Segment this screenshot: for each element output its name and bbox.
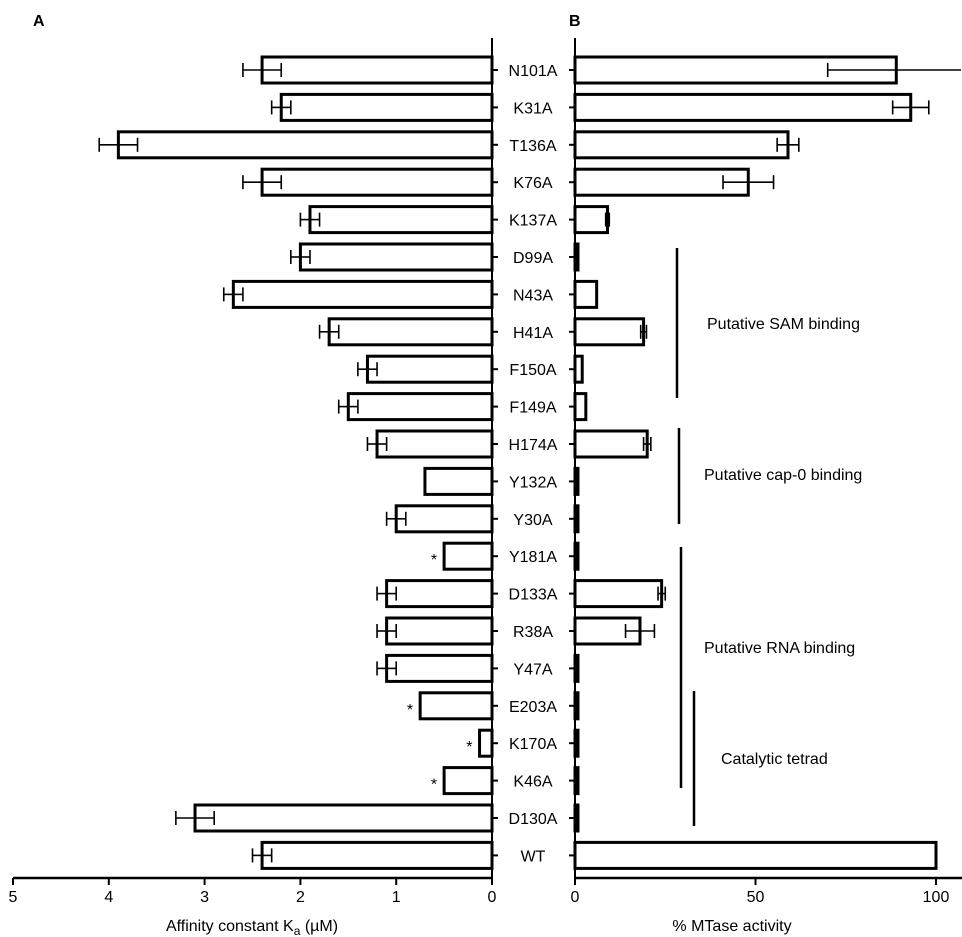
panel-b-bar xyxy=(573,205,609,235)
category-label: Y181A xyxy=(509,549,557,566)
panel-a-bar xyxy=(260,167,494,197)
panel-a-bar xyxy=(365,354,494,384)
category-label: F149A xyxy=(509,400,556,417)
panel-a-bar xyxy=(298,242,494,272)
panel-a-bar xyxy=(279,92,494,122)
panel-b-bar xyxy=(573,354,584,384)
panel-b-bar xyxy=(573,317,646,347)
panel-a-bar xyxy=(308,205,494,235)
category-label: K31A xyxy=(513,100,552,117)
panel-a-x-axis-label: Affinity constant Ka (µM) xyxy=(166,918,338,937)
panel-b-x-tick-label: 50 xyxy=(747,889,765,906)
panel-b-letter: B xyxy=(569,13,581,30)
panel-a-bar xyxy=(260,55,494,85)
category-label: WT xyxy=(521,848,546,865)
panel-a-significance-star: * xyxy=(407,702,413,719)
panel-b-plot: 0 50 100 Putative SAM binding Putative cap-0… xyxy=(569,38,962,906)
panel-b-bar xyxy=(573,167,750,197)
panel-a-bar xyxy=(385,616,494,646)
panel-a-letter: A xyxy=(33,13,45,30)
category-labels: N101A K31A T136A K76A K137A D99A N43A H41A F150A… xyxy=(509,63,558,865)
category-label: H41A xyxy=(513,325,553,342)
panel-a-bar xyxy=(375,429,494,459)
category-label: N43A xyxy=(513,287,553,304)
category-label: K76A xyxy=(513,175,552,192)
category-label: N101A xyxy=(509,63,558,80)
category-label: Y132A xyxy=(509,474,557,491)
panel-b-bar xyxy=(573,279,599,309)
category-label: D99A xyxy=(513,250,553,267)
panel-a-x-tick-label: 4 xyxy=(104,889,113,906)
category-label: K170A xyxy=(509,736,557,753)
category-label: E203A xyxy=(509,699,557,716)
panel-b-bar xyxy=(573,840,938,870)
panel-a-x-tick-label: 3 xyxy=(200,889,209,906)
panel-b-bar xyxy=(573,92,913,122)
panel-a-bar xyxy=(260,840,494,870)
category-label: T136A xyxy=(509,138,556,155)
panel-a-bar xyxy=(385,579,494,609)
panel-a-bar xyxy=(385,653,494,683)
category-label: Y30A xyxy=(513,512,552,529)
panel-a-bar xyxy=(418,691,494,721)
panel-b-bar xyxy=(573,653,580,683)
group-annotation-label: Putative RNA binding xyxy=(704,640,855,657)
panel-a-bar xyxy=(423,466,494,496)
panel-a-x-tick-label: 1 xyxy=(392,889,401,906)
panel-a-bar xyxy=(394,504,494,534)
panel-b-bar xyxy=(573,504,580,534)
panel-b-bar xyxy=(573,392,588,422)
panel-a-bar xyxy=(327,317,494,347)
panel-a-significance-star: * xyxy=(431,777,437,794)
panel-b-bar xyxy=(573,579,664,609)
panel-b-bar xyxy=(573,429,649,459)
panel-a-significance-star: * xyxy=(466,739,472,756)
panel-b-x-tick-label: 100 xyxy=(923,889,950,906)
category-label: D130A xyxy=(509,811,558,828)
category-label: F150A xyxy=(509,362,556,379)
group-annotation-label: Putative cap-0 binding xyxy=(704,467,862,484)
panel-a-bar xyxy=(193,803,494,833)
panel-b-bar xyxy=(573,541,580,571)
panel-a-significance-star: * xyxy=(431,552,437,569)
panel-b-x-axis-label: % MTase activity xyxy=(672,918,791,935)
panel-b-bar xyxy=(573,691,580,721)
panel-b-x-tick-label: 0 xyxy=(571,889,580,906)
panel-a-bar xyxy=(442,541,494,571)
category-label: D133A xyxy=(509,587,558,604)
category-label: R38A xyxy=(513,624,553,641)
group-annotation-label: Catalytic tetrad xyxy=(721,751,828,768)
category-label: K137A xyxy=(509,213,557,230)
panel-b-bar xyxy=(573,803,580,833)
category-label: Y47A xyxy=(513,661,552,678)
panel-b-bar xyxy=(573,766,580,796)
panel-a-bar xyxy=(116,130,494,160)
panel-b-bar xyxy=(573,466,580,496)
category-label: H174A xyxy=(509,437,558,454)
panel-a-x-tick-label: 5 xyxy=(9,889,18,906)
group-annotation-label: Putative SAM binding xyxy=(707,316,860,333)
panel-a-bar xyxy=(231,279,494,309)
panel-a-plot: 5 4 3 2 1 0 * * * * xyxy=(9,38,498,906)
category-label: K46A xyxy=(513,774,552,791)
panel-a-x-tick-label: 2 xyxy=(296,889,305,906)
panel-b-bar xyxy=(573,242,580,272)
panel-b-bar xyxy=(573,728,580,758)
panel-b-bar xyxy=(573,130,790,160)
panel-a-x-tick-label: 0 xyxy=(488,889,497,906)
panel-a-bar xyxy=(478,728,494,758)
panel-a-bar xyxy=(346,392,494,422)
panel-a-bar xyxy=(442,766,494,796)
